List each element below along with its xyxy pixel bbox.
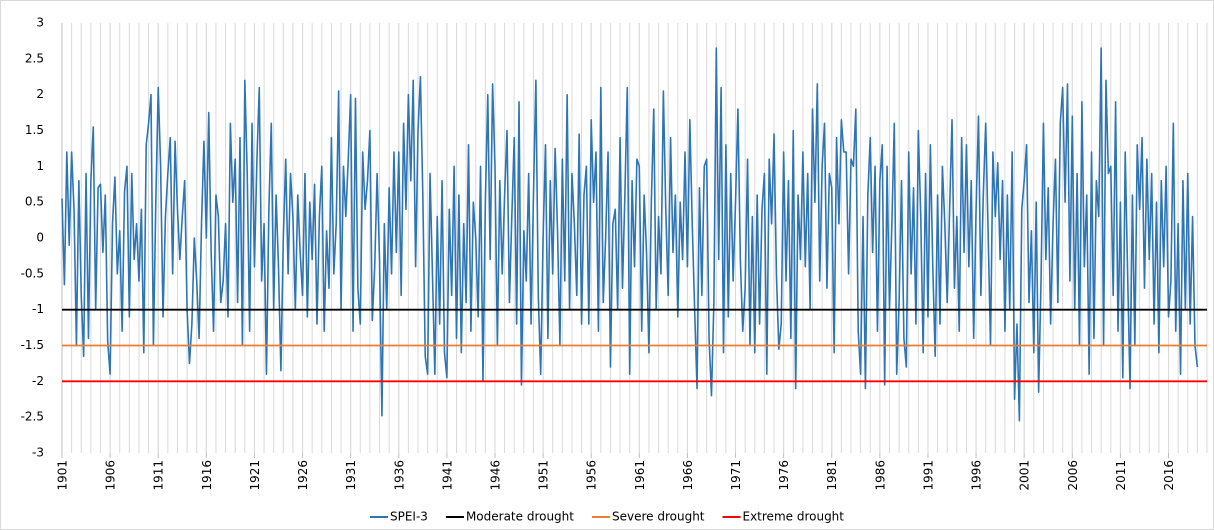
y-tick-label: 0	[36, 231, 44, 245]
x-tick-label: 2001	[1018, 460, 1032, 491]
x-tick-label: 1986	[873, 460, 887, 491]
x-tick-label: 2006	[1066, 460, 1080, 491]
y-tick-label: 0.5	[25, 195, 44, 209]
x-tick-label: 1901	[56, 460, 70, 491]
y-tick-label: 2.5	[25, 51, 44, 65]
x-tick-label: 1956	[585, 460, 599, 491]
x-tick-label: 1921	[248, 460, 262, 491]
x-tick-label: 1906	[104, 460, 118, 491]
plot-area: -3 -2.5 -2 -1.5 -1 -0.5 0 0.5 1 1.5 2 2.5 3 1901 1906 1…	[21, 16, 1207, 491]
x-tick-label: 2011	[1114, 460, 1128, 491]
x-tick-label: 1936	[392, 460, 406, 491]
x-tick-label: 1976	[777, 460, 791, 491]
x-tick-label: 1996	[970, 460, 984, 491]
x-tick-label: 1931	[344, 460, 358, 491]
x-tick-label: 1981	[825, 460, 839, 491]
y-tick-label: -3	[32, 446, 44, 460]
y-tick-label: -0.5	[21, 266, 44, 280]
y-tick-label: -1.5	[21, 338, 44, 352]
x-tick-label: 2016	[1162, 460, 1176, 491]
x-tick-label: 1926	[296, 460, 310, 491]
y-tick-label: 1.5	[25, 123, 44, 137]
x-tick-label: 1911	[152, 460, 166, 491]
x-tick-label: 1951	[537, 460, 551, 491]
y-tick-label: -2.5	[21, 410, 44, 424]
legend-label: Extreme drought	[743, 510, 845, 524]
legend: SPEI-3 Moderate drought Severe drought Extr…	[369, 510, 845, 524]
y-tick-label: 2	[36, 87, 44, 101]
y-tick-label: 1	[36, 159, 44, 173]
legend-label: Moderate drought	[466, 510, 574, 524]
legend-label: Severe drought	[612, 510, 705, 524]
x-tick-label: 1946	[488, 460, 502, 491]
y-tick-label: 3	[36, 16, 44, 30]
y-tick-label: -2	[32, 374, 44, 388]
y-tick-label: -1	[32, 302, 44, 316]
x-tick-label: 1961	[633, 460, 647, 491]
x-tick-label: 1966	[681, 460, 695, 491]
x-tick-label: 1971	[729, 460, 743, 491]
legend-label: SPEI-3	[390, 510, 428, 524]
x-tick-label: 1941	[440, 460, 454, 491]
x-tick-label: 1991	[921, 460, 935, 491]
x-tick-label: 1916	[200, 460, 214, 491]
data-line	[61, 47, 1199, 422]
